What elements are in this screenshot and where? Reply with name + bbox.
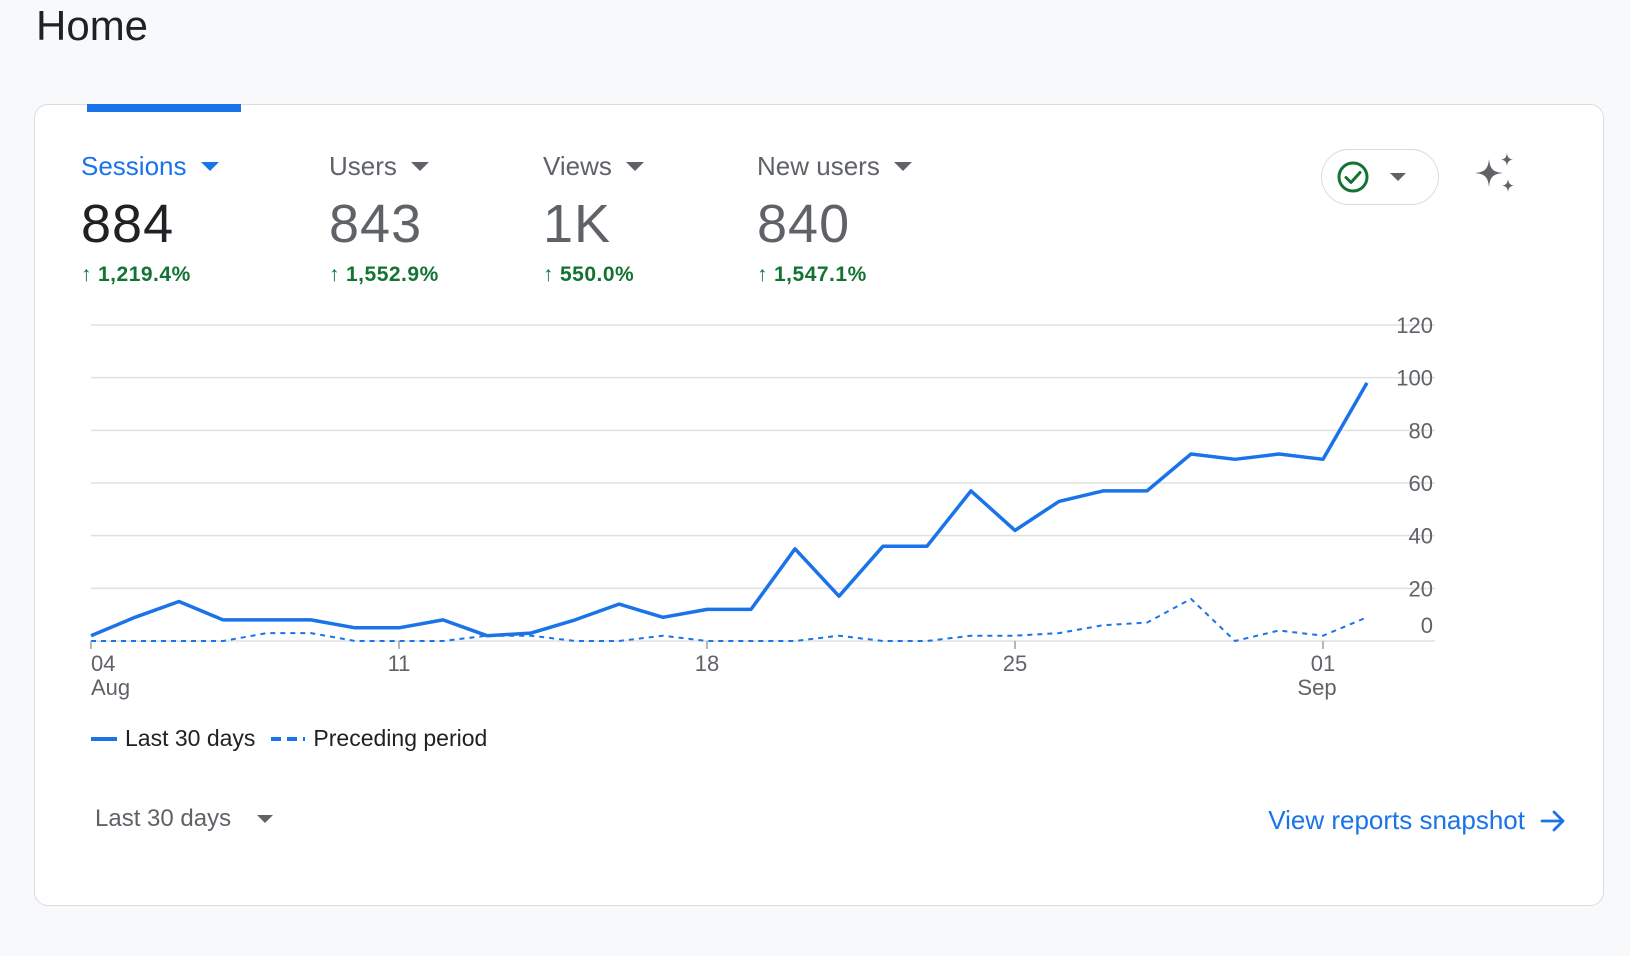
- metric-tab-users[interactable]: Users 843 ↑ 1,552.9%: [329, 149, 439, 289]
- arrow-up-icon: ↑: [757, 263, 768, 286]
- x-tick-label: 25: [1003, 651, 1027, 676]
- x-tick-label: 11: [388, 651, 411, 676]
- y-tick-label: 20: [1409, 576, 1433, 601]
- date-range-label: Last 30 days: [95, 805, 232, 832]
- chevron-down-icon: [1390, 173, 1406, 181]
- chevron-down-icon: [893, 161, 912, 171]
- data-quality-status-button[interactable]: [1321, 149, 1439, 205]
- metric-value: 840: [757, 194, 851, 254]
- y-tick-label: 100: [1396, 366, 1433, 391]
- metric-change: ↑ 550.0%: [543, 261, 644, 289]
- y-tick-label: 40: [1409, 524, 1433, 549]
- legend-label: Preceding period: [313, 725, 488, 751]
- metric-tab-new-users[interactable]: New users 840 ↑ 1,547.1%: [757, 149, 912, 289]
- y-tick-label: 0: [1421, 613, 1433, 638]
- chevron-down-icon: [257, 815, 274, 823]
- check-circle-icon: [1337, 161, 1369, 193]
- metric-tab-views[interactable]: Views 1K ↑ 550.0%: [543, 149, 644, 289]
- series-line-preceding-period: [91, 597, 1368, 642]
- arrow-up-icon: ↑: [81, 263, 92, 286]
- x-tick-label: 04: [91, 651, 115, 676]
- x-tick-month-label: Aug: [91, 675, 130, 700]
- y-tick-label: 120: [1396, 313, 1433, 338]
- metric-label: Sessions: [81, 151, 187, 181]
- series-line-last-30-days: [90, 382, 1369, 638]
- insights-button[interactable]: [1469, 151, 1519, 201]
- chevron-down-icon: [625, 161, 644, 171]
- metric-label: Views: [543, 151, 612, 181]
- legend-swatch-solid: [91, 736, 117, 741]
- x-tick-label: 01: [1311, 651, 1335, 676]
- metric-tab-sessions[interactable]: Sessions 884 ↑ 1,219.4%: [81, 149, 219, 289]
- metric-value: 843: [329, 194, 423, 254]
- legend-label: Last 30 days: [125, 725, 256, 751]
- metric-change: ↑ 1,547.1%: [757, 261, 912, 289]
- active-tab-indicator: [87, 104, 241, 112]
- arrow-right-icon: [1540, 810, 1565, 831]
- y-tick-label: 60: [1409, 471, 1433, 496]
- x-tick-month-label: Sep: [1297, 675, 1336, 700]
- metric-change-value: 550.0%: [560, 263, 635, 286]
- chevron-down-icon: [200, 161, 219, 171]
- metric-change: ↑ 1,552.9%: [329, 261, 439, 289]
- metric-value: 884: [81, 194, 175, 254]
- page-title: Home: [36, 2, 149, 49]
- view-reports-label: View reports snapshot: [1268, 805, 1525, 835]
- overview-card: Sessions 884 ↑ 1,219.4% Users 843 ↑ 1,55…: [34, 104, 1604, 906]
- legend-item-previous: Preceding period: [271, 725, 487, 752]
- sparkle-icon: [1475, 153, 1514, 192]
- x-tick-label: 18: [695, 651, 719, 676]
- arrow-up-icon: ↑: [329, 263, 340, 286]
- metric-label: Users: [329, 151, 397, 181]
- metric-label: New users: [757, 151, 880, 181]
- metric-change-value: 1,219.4%: [98, 263, 191, 286]
- date-range-dropdown[interactable]: Last 30 days: [95, 805, 274, 833]
- metric-value: 1K: [543, 194, 612, 254]
- legend-item-current: Last 30 days: [91, 725, 255, 752]
- metric-change-value: 1,552.9%: [346, 263, 439, 286]
- metric-change-value: 1,547.1%: [774, 263, 867, 286]
- view-reports-snapshot-link[interactable]: View reports snapshot: [1268, 805, 1567, 836]
- y-tick-label: 80: [1409, 418, 1433, 443]
- arrow-up-icon: ↑: [543, 263, 554, 286]
- chevron-down-icon: [410, 161, 429, 171]
- chart-legend: Last 30 days Preceding period: [91, 725, 503, 752]
- metric-change: ↑ 1,219.4%: [81, 261, 219, 289]
- legend-swatch-dashed: [271, 736, 306, 741]
